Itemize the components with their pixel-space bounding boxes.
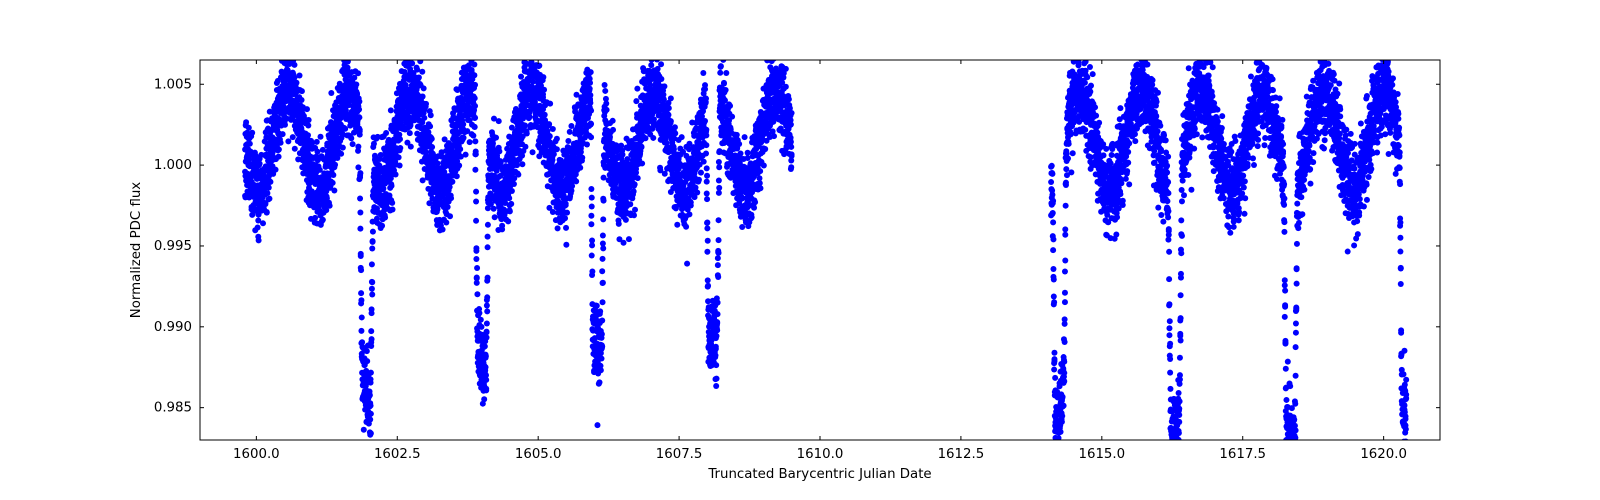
y-tick-label: 1.000 bbox=[154, 158, 192, 173]
x-axis-label: Truncated Barycentric Julian Date bbox=[707, 467, 931, 482]
x-tick-label: 1615.0 bbox=[1078, 447, 1125, 462]
y-tick-label: 1.005 bbox=[154, 77, 192, 92]
x-tick-label: 1617.5 bbox=[1219, 447, 1266, 462]
y-tick-label: 0.985 bbox=[154, 401, 192, 416]
chart-svg: 1600.0 1602.5 1605.0 1607.5 1610.0 1612.5 1615… bbox=[0, 0, 1600, 500]
y-tick-label: 0.990 bbox=[154, 320, 192, 335]
y-tick-label: 0.995 bbox=[154, 239, 192, 254]
y-axis-label: Normalized PDC flux bbox=[129, 182, 144, 319]
x-tick-label: 1612.5 bbox=[938, 447, 985, 462]
lightcurve-chart: 1600.0 1602.5 1605.0 1607.5 1610.0 1612.5 1615… bbox=[0, 0, 1600, 500]
x-tick-label: 1600.0 bbox=[233, 447, 280, 462]
x-tick-label: 1605.0 bbox=[515, 447, 562, 462]
x-tick-label: 1607.5 bbox=[656, 447, 703, 462]
x-tick-label: 1610.0 bbox=[797, 447, 844, 462]
x-tick-label: 1620.0 bbox=[1360, 447, 1407, 462]
x-tick-label: 1602.5 bbox=[374, 447, 421, 462]
